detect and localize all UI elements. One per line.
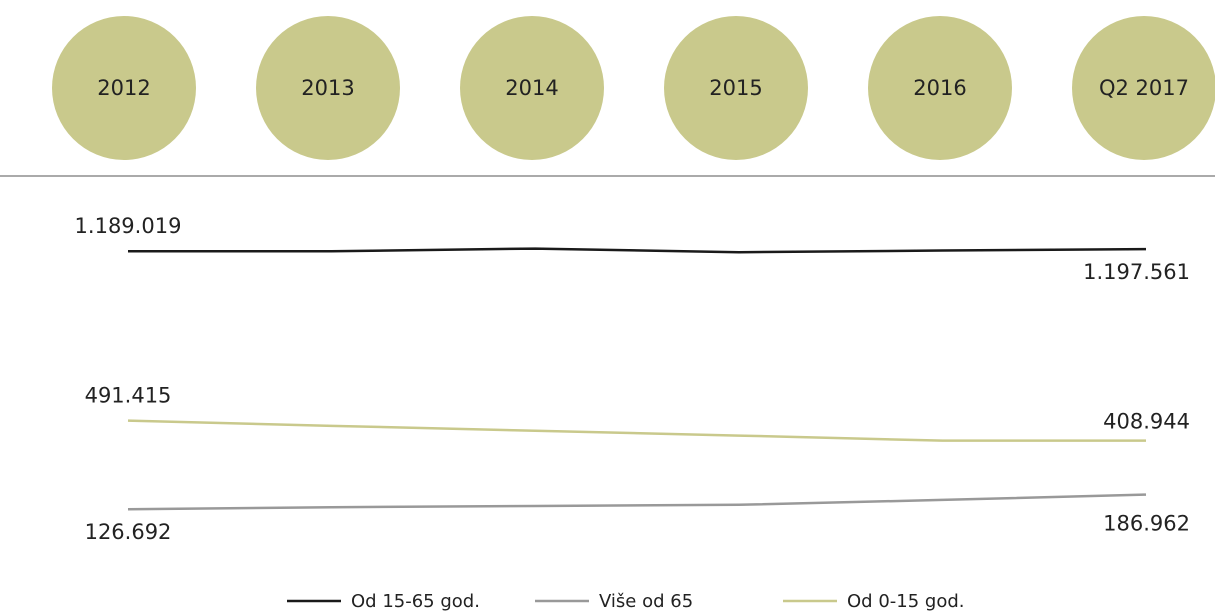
- year-circle: [1072, 16, 1215, 160]
- legend-label: Od 15-65 god.: [351, 591, 480, 611]
- x-tick-label: 2012: [97, 76, 150, 100]
- x-tick-label: 2013: [301, 76, 354, 100]
- value-label: 1.197.561: [1083, 260, 1190, 284]
- year-circle: [52, 16, 196, 160]
- x-tick-label: 2014: [505, 76, 558, 100]
- year-circle: [868, 16, 1012, 160]
- x-tick-label: 2016: [913, 76, 966, 100]
- value-label: 408.944: [1103, 410, 1190, 434]
- legend-label: Više od 65: [599, 591, 693, 611]
- series-line: [127, 419, 1147, 442]
- value-label: 1.189.019: [75, 214, 182, 238]
- series-line: [127, 247, 1147, 254]
- value-label: 491.415: [85, 384, 172, 408]
- year-circle: [664, 16, 808, 160]
- value-label: 186.962: [1103, 512, 1190, 536]
- x-tick-label: 2015: [709, 76, 762, 100]
- legend-label: Od 0-15 god.: [847, 591, 964, 611]
- value-label: 126.692: [85, 520, 172, 544]
- year-circle: [256, 16, 400, 160]
- series-line: [127, 493, 1147, 511]
- year-circle: [460, 16, 604, 160]
- x-tick-label: Q2 2017: [1099, 76, 1189, 100]
